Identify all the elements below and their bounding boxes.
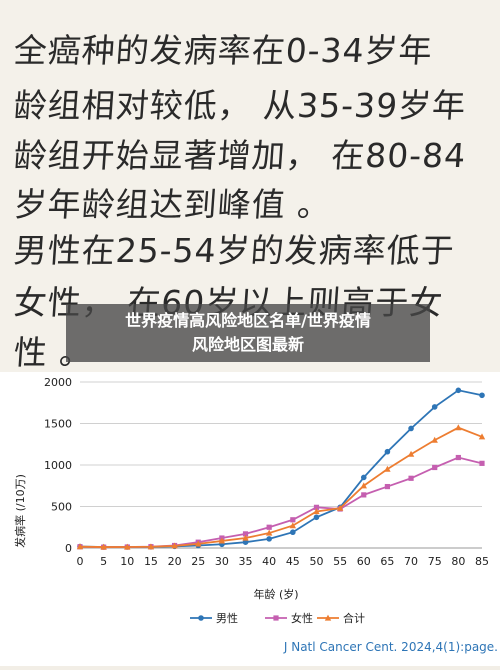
data-point <box>290 517 296 523</box>
y-axis-label: 发病率 (/10万) <box>13 474 27 548</box>
data-point <box>313 508 320 515</box>
note-line-3: 龄组开始显著增加， 在80-84 <box>12 136 468 175</box>
legend-label: 女性 <box>291 611 313 625</box>
data-point <box>408 475 414 481</box>
data-point <box>431 404 438 410</box>
data-point <box>76 543 84 550</box>
data-point <box>313 514 320 521</box>
data-point <box>407 450 415 457</box>
data-point <box>408 425 414 432</box>
data-point <box>360 482 367 489</box>
data-point <box>478 433 486 440</box>
data-point <box>290 529 296 536</box>
note-line-2: 龄组相对较低， 从35-39岁年 <box>12 86 468 125</box>
legend-label: 合计 <box>343 611 365 625</box>
data-point <box>455 454 461 461</box>
series-line <box>79 426 483 548</box>
data-point <box>242 539 249 545</box>
data-point <box>455 387 462 394</box>
citation-text: J Natl Cancer Cent. 2024,4(1):page. <box>283 640 498 654</box>
data-point <box>384 448 391 455</box>
x-tick-label: 15 <box>144 555 158 568</box>
title-banner: 世界疫情高风险地区名单/世界疫情 风险地区图最新 <box>66 304 430 362</box>
note-line-4: 岁年龄组达到峰值 。 <box>12 185 333 224</box>
y-tick-label: 500 <box>51 501 72 514</box>
chart-legend: 男性 女性 合计 <box>190 611 365 625</box>
x-tick-label: 65 <box>380 555 394 568</box>
data-point <box>218 537 226 544</box>
data-point <box>266 536 272 542</box>
data-point <box>124 543 131 550</box>
x-tick-label: 0 <box>77 555 84 568</box>
data-point <box>361 492 367 498</box>
y-tick-label: 0 <box>65 542 72 555</box>
banner-line-1: 世界疫情高风险地区名单/世界疫情 <box>125 311 371 330</box>
x-tick-label: 40 <box>262 555 276 568</box>
legend-marker <box>198 615 204 621</box>
data-point <box>384 483 391 490</box>
data-point <box>289 522 297 529</box>
data-point <box>360 474 367 481</box>
x-tick-label: 75 <box>428 555 442 568</box>
x-axis-label: 年龄 (岁) <box>253 587 298 601</box>
data-point <box>195 540 202 547</box>
x-tick-label: 60 <box>357 555 371 568</box>
incidence-line-chart: 0 500 1000 1500 2000 0 5 10 15 20 25 30 35 40 45 50 55 60… <box>13 376 498 654</box>
x-tick-label: 25 <box>191 555 205 568</box>
series-layer <box>76 387 486 550</box>
data-point <box>384 465 391 472</box>
x-tick-label: 5 <box>100 555 107 568</box>
data-point <box>266 524 272 530</box>
data-point <box>455 424 462 431</box>
note-line-1: 全癌种的发病率在0-34岁年 <box>12 31 435 70</box>
data-point <box>265 529 273 536</box>
x-tick-label: 45 <box>286 555 300 568</box>
x-tick-label: 50 <box>309 555 323 568</box>
data-point <box>479 392 485 399</box>
data-point <box>242 531 249 537</box>
data-point <box>171 542 178 549</box>
data-point <box>432 464 438 471</box>
x-tick-label: 70 <box>404 555 418 568</box>
x-tick-label: 30 <box>215 555 229 568</box>
x-tick-label: 35 <box>239 555 253 568</box>
y-tick-label: 2000 <box>44 376 72 389</box>
x-tick-label: 10 <box>120 555 134 568</box>
x-tick-label: 55 <box>333 555 347 568</box>
x-tick-label: 80 <box>451 555 465 568</box>
data-point <box>336 504 344 511</box>
data-point <box>431 436 438 443</box>
x-tick-label: 85 <box>475 555 489 568</box>
note-line-5: 男性在25-54岁的发病率低于 <box>12 231 457 270</box>
series-line <box>79 456 483 549</box>
axis-layer: 0 500 1000 1500 2000 0 5 10 15 20 25 30 35 40 45 50 55 60… <box>44 376 489 568</box>
banner-line-2: 风险地区图最新 <box>191 335 304 354</box>
data-point <box>147 543 155 550</box>
data-point <box>479 460 485 466</box>
x-tick-label: 20 <box>168 555 182 568</box>
data-point <box>313 504 320 510</box>
legend-marker <box>273 615 279 621</box>
y-tick-label: 1000 <box>44 459 72 472</box>
data-point <box>100 543 107 550</box>
data-point <box>242 534 249 541</box>
chart-panel: 0 500 1000 1500 2000 0 5 10 15 20 25 30 35 40 45 50 55 60… <box>0 372 500 666</box>
legend-marker <box>324 614 332 621</box>
legend-label: 男性 <box>216 611 238 625</box>
y-tick-label: 1500 <box>44 418 72 431</box>
